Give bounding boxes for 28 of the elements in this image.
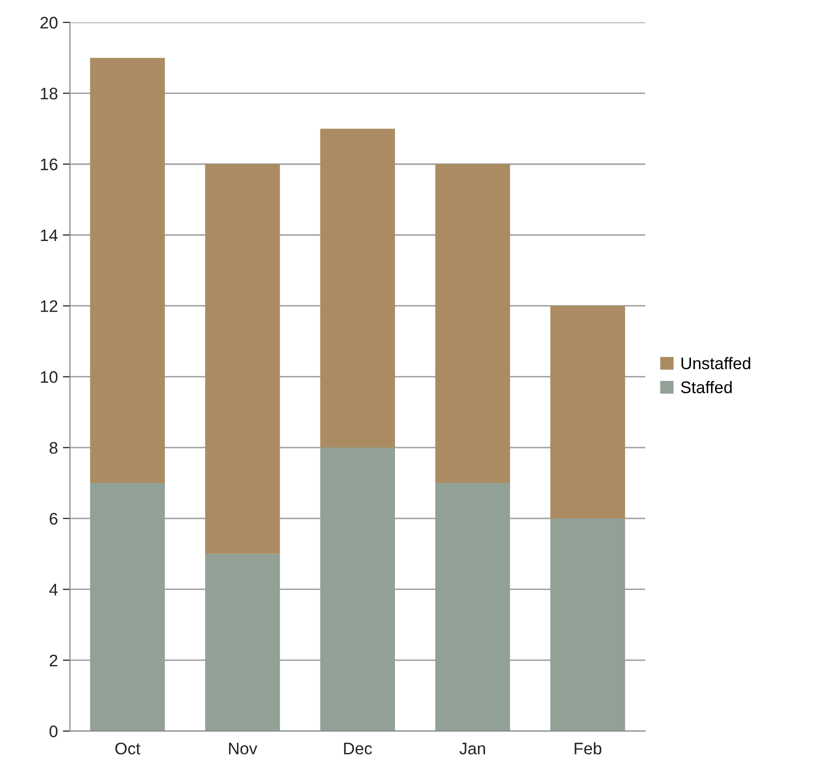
bar — [320, 128, 395, 448]
bar — [435, 483, 510, 732]
bar — [550, 518, 626, 732]
x-tick-label: Jan — [459, 742, 486, 754]
bar — [435, 164, 510, 484]
bar — [205, 164, 280, 554]
y-tick-label: 12 — [40, 300, 58, 312]
bar — [320, 448, 395, 732]
legend-label: Staffed — [680, 380, 732, 394]
bar — [90, 58, 165, 484]
y-tick-label: 16 — [40, 158, 58, 170]
x-tick-label: Oct — [115, 742, 140, 754]
bar — [90, 483, 165, 732]
y-tick-label: 2 — [50, 654, 58, 666]
legend-label: Unstaffed — [682, 357, 750, 370]
y-tick-label: 4 — [49, 584, 58, 596]
y-tick-label: 0 — [50, 725, 58, 738]
x-tick-label: Nov — [229, 742, 258, 754]
x-tick-label: Dec — [344, 742, 372, 754]
bar — [550, 306, 626, 518]
bar — [205, 554, 280, 732]
y-tick-label: 10 — [40, 371, 58, 383]
y-tick-label: 20 — [40, 16, 58, 29]
y-tick-label: 6 — [50, 512, 58, 525]
x-tick-label: Feb — [574, 742, 602, 754]
y-tick-label: 8 — [50, 442, 58, 454]
y-tick-label: 18 — [40, 88, 58, 100]
y-tick-label: 14 — [40, 230, 58, 242]
